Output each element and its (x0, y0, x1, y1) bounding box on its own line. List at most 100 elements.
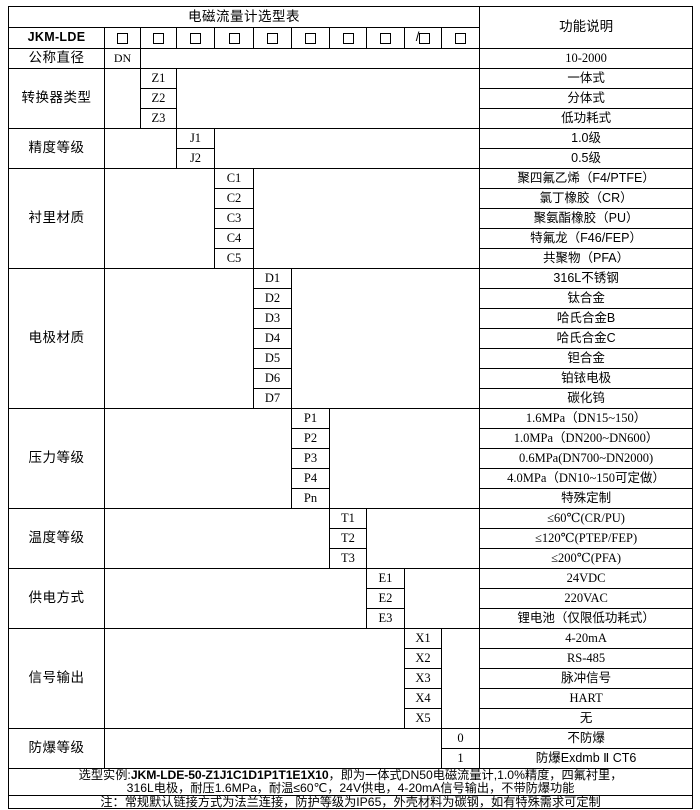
code-z2[interactable]: Z2 (140, 88, 177, 109)
code-t3[interactable]: T3 (329, 548, 367, 569)
model-prefix: JKM-LDE (8, 27, 105, 49)
code-d2[interactable]: D2 (253, 288, 292, 309)
spacer-cell (252, 168, 481, 269)
row-label-accuracy-class: 精度等级 (8, 128, 105, 169)
code-e3[interactable]: E3 (366, 608, 405, 629)
spacer-cell (440, 628, 481, 729)
desc-e2: 220VAC (479, 588, 694, 609)
table-row: 压力等级 P1 1.6MPa（DN15~150） (8, 408, 694, 509)
code-ex1[interactable]: 1 (440, 748, 481, 769)
code-j2[interactable]: J2 (176, 148, 215, 169)
code-box-4[interactable] (214, 27, 254, 49)
code-box-1[interactable] (104, 27, 141, 49)
desc-t2: ≤120℃(PTEP/FEP) (479, 528, 694, 549)
code-x1[interactable]: X1 (404, 628, 442, 649)
desc-c4: 特氟龙（F46/FEP） (479, 228, 694, 249)
desc-p2: 1.0MPa（DN200~DN600） (479, 428, 694, 449)
example-text: ，即为一体式DN50电磁流量计,1.0%精度，四氟衬里， (328, 768, 623, 782)
table-title: 电磁流量计选型表 (7, 6, 481, 28)
code-box-6[interactable] (291, 27, 330, 49)
spacer-cell (175, 68, 481, 129)
desc-c3: 聚氨酯橡胶（PU） (479, 208, 694, 229)
code-d3[interactable]: D3 (253, 308, 292, 329)
code-z1[interactable]: Z1 (140, 68, 177, 89)
checkbox-icon (419, 32, 431, 44)
code-x2[interactable]: X2 (404, 648, 442, 669)
row-label-converter-type: 转换器类型 (8, 68, 105, 129)
table-row: D3 哈氏合金B (9, 308, 694, 329)
code-d7[interactable]: D7 (253, 388, 292, 409)
code-box-10[interactable] (440, 27, 481, 49)
table-row: 电极材质 D1 316L不锈钢 (8, 268, 694, 409)
code-e2[interactable]: E2 (366, 588, 405, 609)
row-label-explosion-proof: 防爆等级 (8, 728, 105, 769)
code-d4[interactable]: D4 (253, 328, 292, 349)
desc-e3: 锂电池（仅限低功耗式） (479, 608, 694, 629)
code-x4[interactable]: X4 (404, 688, 442, 709)
checkbox-icon (228, 32, 240, 44)
table-row: 转换器类型 Z1 一体式 (8, 68, 694, 129)
table-row-nominal-diameter: 公称直径 DN 10-2000 (8, 48, 694, 69)
desc-c2: 氯丁橡胶（CR） (479, 188, 694, 209)
code-pn[interactable]: Pn (291, 488, 330, 509)
table-row: Pn 特殊定制 (9, 488, 694, 509)
code-x5[interactable]: X5 (404, 708, 442, 729)
desc-x1: 4-20mA (479, 628, 694, 649)
code-p4[interactable]: P4 (291, 468, 330, 489)
code-box-3[interactable] (176, 27, 215, 49)
desc-c1: 聚四氟乙烯（F4/PTFE） (479, 168, 694, 189)
code-z3[interactable]: Z3 (140, 108, 177, 129)
desc-z3: 低功耗式 (479, 108, 694, 129)
code-c1[interactable]: C1 (214, 168, 254, 189)
code-box-5[interactable] (253, 27, 292, 49)
code-t2[interactable]: T2 (329, 528, 367, 549)
example-model-code: JKM-LDE-50-Z1J1C1D1P1T1E1X10 (130, 768, 329, 782)
code-d5[interactable]: D5 (253, 348, 292, 369)
spacer-cell (365, 508, 481, 569)
desc-d1: 316L不锈钢 (479, 268, 694, 289)
code-d6[interactable]: D6 (253, 368, 292, 389)
table-row: D6 铂铱电极 (9, 368, 694, 389)
table-row: 信号输出 X1 4-20mA (8, 628, 694, 729)
desc-z1: 一体式 (479, 68, 694, 89)
code-p2[interactable]: P2 (291, 428, 330, 449)
example-label: 选型实例: (78, 768, 131, 782)
desc-x5: 无 (479, 708, 694, 729)
checkbox-icon (380, 32, 391, 44)
desc-j1: 1.0级 (479, 128, 694, 149)
code-c4[interactable]: C4 (214, 228, 254, 249)
spacer-cell (104, 68, 141, 129)
code-e1[interactable]: E1 (366, 568, 405, 589)
code-box-7[interactable] (329, 27, 367, 49)
code-box-8[interactable] (366, 27, 405, 49)
table-row: P3 0.6MPa(DN700~DN2000) (9, 448, 694, 469)
code-nominal-diameter[interactable]: DN (104, 48, 141, 69)
desc-d4: 哈氏合金C (479, 328, 694, 349)
code-ex0[interactable]: 0 (440, 728, 481, 749)
code-p1[interactable]: P1 (291, 408, 330, 429)
spacer-cell (104, 168, 215, 269)
code-box-2[interactable] (140, 27, 177, 49)
code-c2[interactable]: C2 (214, 188, 254, 209)
code-d1[interactable]: D1 (253, 268, 292, 289)
row-label-pressure-class: 压力等级 (8, 408, 105, 509)
checkbox-icon (190, 32, 201, 44)
code-t1[interactable]: T1 (329, 508, 367, 529)
desc-e1: 24VDC (479, 568, 694, 589)
selection-example: 选型实例:JKM-LDE-50-Z1J1C1D1P1T1E1X10，即为一体式D… (7, 768, 694, 796)
code-p3[interactable]: P3 (291, 448, 330, 469)
code-box-9[interactable]: / (404, 27, 442, 49)
code-c3[interactable]: C3 (214, 208, 254, 229)
checkbox-icon (342, 32, 354, 44)
code-j1[interactable]: J1 (176, 128, 215, 149)
example-line2: 316L电极，耐压1.6MPa，耐温≤60℃，24V供电，4-20mA信号输出，… (126, 780, 575, 795)
checkbox-icon (117, 32, 128, 44)
table-row: D2 钛合金 (9, 288, 694, 309)
code-c5[interactable]: C5 (214, 248, 254, 269)
table-row: E2 220VAC (9, 588, 694, 609)
checkbox-icon (153, 32, 164, 44)
code-x3[interactable]: X3 (404, 668, 442, 689)
spacer-cell (328, 408, 481, 509)
desc-d2: 钛合金 (479, 288, 694, 309)
